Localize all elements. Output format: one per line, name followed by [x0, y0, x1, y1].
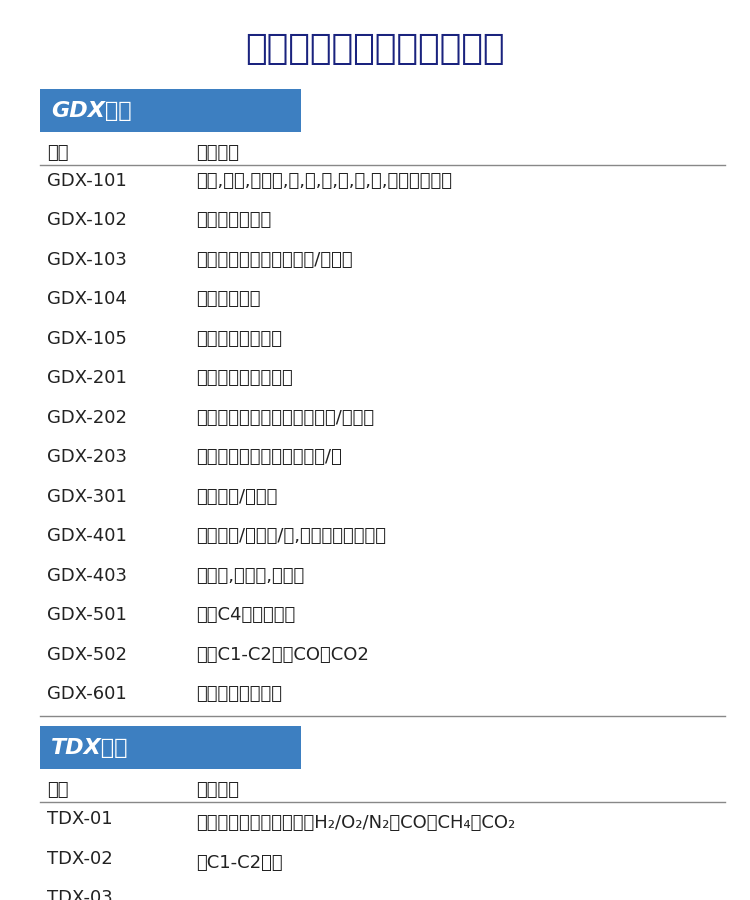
Text: GDX-103: GDX-103	[47, 250, 128, 268]
Text: GDX-203: GDX-203	[47, 448, 128, 466]
Text: GDX-502: GDX-502	[47, 645, 128, 663]
Text: 分析较高沸点化合物及正丁醇/叔丁醇: 分析较高沸点化合物及正丁醇/叔丁醇	[196, 409, 374, 427]
Text: GDX-501: GDX-501	[47, 606, 128, 624]
FancyBboxPatch shape	[40, 89, 301, 132]
Text: GDX-102: GDX-102	[47, 211, 128, 229]
Text: GDX-301: GDX-301	[47, 488, 128, 506]
Text: 分析水,低级氨,甲醛等: 分析水,低级氨,甲醛等	[196, 567, 304, 585]
FancyBboxPatch shape	[40, 726, 301, 770]
Text: TDX-01: TDX-01	[47, 810, 113, 828]
Text: GDX-403: GDX-403	[47, 567, 128, 585]
Text: GDX-601: GDX-601	[47, 685, 128, 703]
Text: 主要用途: 主要用途	[196, 781, 239, 799]
Text: 分析较高沸点化合物: 分析较高沸点化合物	[196, 369, 293, 387]
Text: TDX-02: TDX-02	[47, 850, 113, 868]
Text: 分析C4烯烃异构体: 分析C4烯烃异构体	[196, 606, 296, 624]
Text: GDX-401: GDX-401	[47, 527, 128, 545]
Text: 类型: 类型	[47, 781, 69, 799]
Text: 常见气体分析: 常见气体分析	[196, 290, 261, 308]
Text: GDX-105: GDX-105	[47, 329, 128, 347]
Text: 分析C1-C2烯烃CO、CO2: 分析C1-C2烯烃CO、CO2	[196, 645, 369, 663]
Text: GDX-101: GDX-101	[47, 172, 128, 190]
Text: 类型: 类型	[47, 144, 69, 162]
Text: TDX系列: TDX系列	[51, 738, 129, 758]
Text: 常规不锈钢色谱柱类型用途: 常规不锈钢色谱柱类型用途	[245, 32, 505, 66]
Text: GDX-201: GDX-201	[47, 369, 128, 387]
Text: 分析乙炔/氯化氢: 分析乙炔/氯化氢	[196, 488, 278, 506]
Text: 及C1-C2烃等: 及C1-C2烃等	[196, 854, 283, 872]
Text: 主要分析永久性气体，如H₂/O₂/N₂、CO、CH₄、CO₂: 主要分析永久性气体，如H₂/O₂/N₂、CO、CH₄、CO₂	[196, 814, 515, 832]
Text: 烷烃,芳烃,卤代烃,醇,酮,醛,醚,酯,酸,胺等各种气体: 烷烃,芳烃,卤代烃,醇,酮,醛,醚,酯,酸,胺等各种气体	[196, 172, 452, 190]
Text: TDX-03: TDX-03	[47, 889, 113, 900]
Text: 分析高沸点物质及正丁醇/叔丁醇: 分析高沸点物质及正丁醇/叔丁醇	[196, 250, 353, 268]
Text: 分析环己烷、苯等: 分析环己烷、苯等	[196, 685, 282, 703]
Text: 分析高沸点物质: 分析高沸点物质	[196, 211, 272, 229]
Text: 主要用途: 主要用途	[196, 144, 239, 162]
Text: GDX-202: GDX-202	[47, 409, 128, 427]
Text: GDX系列: GDX系列	[51, 101, 132, 121]
Text: GDX-104: GDX-104	[47, 290, 128, 308]
Text: 分析乙炔/氯化氢/水,氨水，甲醛水溶液: 分析乙炔/氯化氢/水,氨水，甲醛水溶液	[196, 527, 386, 545]
Text: 分析微量水及气体: 分析微量水及气体	[196, 329, 282, 347]
Text: 分析较高沸点化合物及乙酸/苯: 分析较高沸点化合物及乙酸/苯	[196, 448, 342, 466]
